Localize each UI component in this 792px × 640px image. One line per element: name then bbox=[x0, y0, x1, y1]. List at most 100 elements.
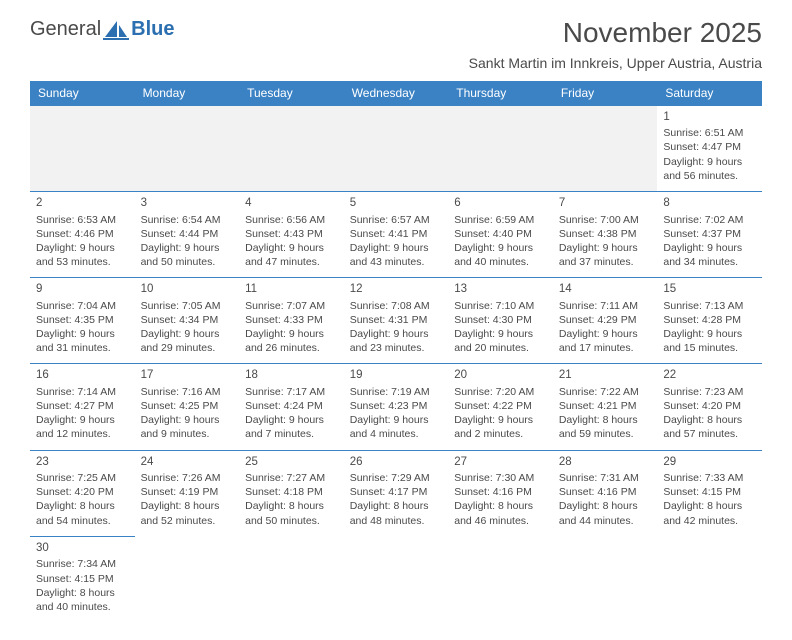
logo-text-blue: Blue bbox=[131, 18, 174, 41]
sunset-text: Sunset: 4:40 PM bbox=[454, 227, 547, 241]
sunrise-text: Sunrise: 7:04 AM bbox=[36, 299, 129, 313]
daylight-text: Daylight: 8 hours and 50 minutes. bbox=[245, 499, 338, 527]
location-subtitle: Sankt Martin im Innkreis, Upper Austria,… bbox=[469, 55, 762, 71]
calendar-day-cell: 11Sunrise: 7:07 AMSunset: 4:33 PMDayligh… bbox=[239, 278, 344, 364]
sunset-text: Sunset: 4:30 PM bbox=[454, 313, 547, 327]
column-header: Saturday bbox=[657, 81, 762, 106]
calendar-day-cell: 23Sunrise: 7:25 AMSunset: 4:20 PMDayligh… bbox=[30, 450, 135, 536]
calendar-week-row: 9Sunrise: 7:04 AMSunset: 4:35 PMDaylight… bbox=[30, 278, 762, 364]
day-number: 30 bbox=[36, 541, 129, 557]
daylight-text: Daylight: 8 hours and 57 minutes. bbox=[663, 413, 756, 441]
calendar-day-cell: 7Sunrise: 7:00 AMSunset: 4:38 PMDaylight… bbox=[553, 192, 658, 278]
calendar-day-cell: 17Sunrise: 7:16 AMSunset: 4:25 PMDayligh… bbox=[135, 364, 240, 450]
day-number: 23 bbox=[36, 455, 129, 471]
daylight-text: Daylight: 9 hours and 17 minutes. bbox=[559, 327, 652, 355]
sunrise-text: Sunrise: 7:30 AM bbox=[454, 471, 547, 485]
calendar-day-cell: 25Sunrise: 7:27 AMSunset: 4:18 PMDayligh… bbox=[239, 450, 344, 536]
calendar-day-cell: 4Sunrise: 6:56 AMSunset: 4:43 PMDaylight… bbox=[239, 192, 344, 278]
calendar-week-row: 2Sunrise: 6:53 AMSunset: 4:46 PMDaylight… bbox=[30, 192, 762, 278]
daylight-text: Daylight: 9 hours and 7 minutes. bbox=[245, 413, 338, 441]
sunrise-text: Sunrise: 7:31 AM bbox=[559, 471, 652, 485]
daylight-text: Daylight: 9 hours and 47 minutes. bbox=[245, 241, 338, 269]
sunrise-text: Sunrise: 7:29 AM bbox=[350, 471, 443, 485]
title-block: November 2025 Sankt Martin im Innkreis, … bbox=[469, 18, 762, 71]
sunrise-text: Sunrise: 7:17 AM bbox=[245, 385, 338, 399]
sunset-text: Sunset: 4:19 PM bbox=[141, 485, 234, 499]
day-number: 4 bbox=[245, 196, 338, 212]
logo-text-general: General bbox=[30, 18, 101, 41]
sunrise-text: Sunrise: 7:07 AM bbox=[245, 299, 338, 313]
daylight-text: Daylight: 9 hours and 29 minutes. bbox=[141, 327, 234, 355]
day-number: 21 bbox=[559, 368, 652, 384]
day-number: 22 bbox=[663, 368, 756, 384]
sunrise-text: Sunrise: 7:23 AM bbox=[663, 385, 756, 399]
sunset-text: Sunset: 4:16 PM bbox=[454, 485, 547, 499]
sunrise-text: Sunrise: 7:16 AM bbox=[141, 385, 234, 399]
calendar-day-cell: 27Sunrise: 7:30 AMSunset: 4:16 PMDayligh… bbox=[448, 450, 553, 536]
calendar-day-cell bbox=[553, 105, 658, 191]
calendar-day-cell: 2Sunrise: 6:53 AMSunset: 4:46 PMDaylight… bbox=[30, 192, 135, 278]
day-number: 28 bbox=[559, 455, 652, 471]
daylight-text: Daylight: 9 hours and 31 minutes. bbox=[36, 327, 129, 355]
day-number: 25 bbox=[245, 455, 338, 471]
sunrise-text: Sunrise: 7:19 AM bbox=[350, 385, 443, 399]
daylight-text: Daylight: 9 hours and 50 minutes. bbox=[141, 241, 234, 269]
calendar-day-cell: 8Sunrise: 7:02 AMSunset: 4:37 PMDaylight… bbox=[657, 192, 762, 278]
sunrise-text: Sunrise: 7:13 AM bbox=[663, 299, 756, 313]
daylight-text: Daylight: 8 hours and 48 minutes. bbox=[350, 499, 443, 527]
page-header: General Blue November 2025 Sankt Martin … bbox=[30, 18, 762, 71]
day-number: 5 bbox=[350, 196, 443, 212]
day-number: 1 bbox=[663, 110, 756, 126]
day-number: 20 bbox=[454, 368, 547, 384]
calendar-day-cell: 21Sunrise: 7:22 AMSunset: 4:21 PMDayligh… bbox=[553, 364, 658, 450]
day-number: 2 bbox=[36, 196, 129, 212]
logo: General Blue bbox=[30, 18, 175, 41]
sunrise-text: Sunrise: 7:25 AM bbox=[36, 471, 129, 485]
day-number: 27 bbox=[454, 455, 547, 471]
sunset-text: Sunset: 4:25 PM bbox=[141, 399, 234, 413]
sunrise-text: Sunrise: 7:05 AM bbox=[141, 299, 234, 313]
sunrise-text: Sunrise: 7:33 AM bbox=[663, 471, 756, 485]
calendar-day-cell bbox=[553, 536, 658, 622]
column-header: Sunday bbox=[30, 81, 135, 106]
day-number: 18 bbox=[245, 368, 338, 384]
day-number: 24 bbox=[141, 455, 234, 471]
daylight-text: Daylight: 9 hours and 9 minutes. bbox=[141, 413, 234, 441]
column-header: Tuesday bbox=[239, 81, 344, 106]
calendar-day-cell: 5Sunrise: 6:57 AMSunset: 4:41 PMDaylight… bbox=[344, 192, 449, 278]
column-header: Friday bbox=[553, 81, 658, 106]
daylight-text: Daylight: 8 hours and 54 minutes. bbox=[36, 499, 129, 527]
daylight-text: Daylight: 8 hours and 59 minutes. bbox=[559, 413, 652, 441]
daylight-text: Daylight: 8 hours and 52 minutes. bbox=[141, 499, 234, 527]
sunrise-text: Sunrise: 7:14 AM bbox=[36, 385, 129, 399]
calendar-day-cell: 29Sunrise: 7:33 AMSunset: 4:15 PMDayligh… bbox=[657, 450, 762, 536]
calendar-day-cell: 12Sunrise: 7:08 AMSunset: 4:31 PMDayligh… bbox=[344, 278, 449, 364]
daylight-text: Daylight: 9 hours and 56 minutes. bbox=[663, 155, 756, 183]
sunset-text: Sunset: 4:31 PM bbox=[350, 313, 443, 327]
sunset-text: Sunset: 4:23 PM bbox=[350, 399, 443, 413]
calendar-day-cell: 28Sunrise: 7:31 AMSunset: 4:16 PMDayligh… bbox=[553, 450, 658, 536]
calendar-week-row: 23Sunrise: 7:25 AMSunset: 4:20 PMDayligh… bbox=[30, 450, 762, 536]
day-number: 17 bbox=[141, 368, 234, 384]
daylight-text: Daylight: 9 hours and 4 minutes. bbox=[350, 413, 443, 441]
day-number: 15 bbox=[663, 282, 756, 298]
sunrise-text: Sunrise: 7:00 AM bbox=[559, 213, 652, 227]
calendar-day-cell: 1Sunrise: 6:51 AMSunset: 4:47 PMDaylight… bbox=[657, 105, 762, 191]
daylight-text: Daylight: 8 hours and 42 minutes. bbox=[663, 499, 756, 527]
calendar-table: SundayMondayTuesdayWednesdayThursdayFrid… bbox=[30, 81, 762, 622]
sunset-text: Sunset: 4:41 PM bbox=[350, 227, 443, 241]
sunset-text: Sunset: 4:24 PM bbox=[245, 399, 338, 413]
sunset-text: Sunset: 4:46 PM bbox=[36, 227, 129, 241]
sunset-text: Sunset: 4:38 PM bbox=[559, 227, 652, 241]
day-number: 10 bbox=[141, 282, 234, 298]
daylight-text: Daylight: 9 hours and 34 minutes. bbox=[663, 241, 756, 269]
page-title: November 2025 bbox=[469, 18, 762, 49]
calendar-day-cell: 19Sunrise: 7:19 AMSunset: 4:23 PMDayligh… bbox=[344, 364, 449, 450]
day-number: 26 bbox=[350, 455, 443, 471]
sunrise-text: Sunrise: 6:57 AM bbox=[350, 213, 443, 227]
calendar-day-cell bbox=[239, 536, 344, 622]
sunrise-text: Sunrise: 7:02 AM bbox=[663, 213, 756, 227]
daylight-text: Daylight: 8 hours and 44 minutes. bbox=[559, 499, 652, 527]
calendar-day-cell: 15Sunrise: 7:13 AMSunset: 4:28 PMDayligh… bbox=[657, 278, 762, 364]
daylight-text: Daylight: 9 hours and 2 minutes. bbox=[454, 413, 547, 441]
